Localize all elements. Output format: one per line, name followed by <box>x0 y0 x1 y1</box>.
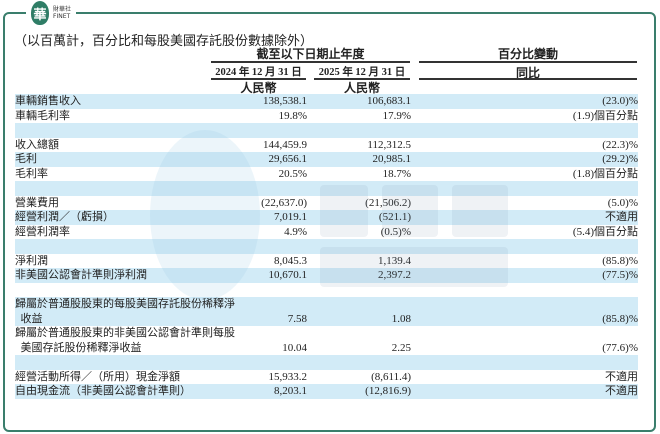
value-2024: 19.8% <box>278 109 307 122</box>
value-2025: 2,397.2 <box>378 269 411 281</box>
currency-2024: 人民幣 <box>240 81 277 95</box>
logo-mark-icon: 華 <box>31 1 49 25</box>
spacer-row <box>15 181 638 196</box>
row-label: 淨利潤 <box>15 254 48 267</box>
row-label: 歸屬於普通股股東的非美國公認會計準則每股 美國存託股份稀釋淨收益 <box>15 327 235 354</box>
logo-name: 財華社 <box>53 6 72 13</box>
divider <box>211 61 410 63</box>
row-label: 毛利率 <box>15 167 48 180</box>
yoy-change: (77.5)% <box>602 269 638 281</box>
row-label: 營業費用 <box>15 196 59 209</box>
value-2024: 8,045.3 <box>274 254 307 267</box>
yoy-change: (5.4)個百分點 <box>572 225 638 238</box>
row-label: 經營利潤／（虧損） <box>15 211 114 223</box>
yoy-change: (29.2)% <box>602 153 638 165</box>
value-2025: (0.5)% <box>380 225 411 238</box>
value-2025: 112,312.5 <box>367 138 411 151</box>
table-frame <box>3 12 656 432</box>
value-2025: (8,611.4) <box>371 370 411 383</box>
value-2024: 29,656.1 <box>268 153 308 165</box>
yoy-change: (1.9)個百分點 <box>572 109 638 122</box>
value-2025: 1,139.4 <box>378 254 411 267</box>
financial-table: 車輛銷售收入 138,538.1 106,683.1 (23.0)% 車輛毛利率 19.8… <box>15 94 638 399</box>
value-2024: 144,459.9 <box>263 138 307 151</box>
change-header: 百分比變動 <box>497 47 558 61</box>
yoy-change: 不適用 <box>605 370 638 383</box>
row-label: 車輛毛利率 <box>15 109 70 122</box>
value-2024: 8,203.1 <box>274 385 307 397</box>
table-row: 非美國公認會計準則淨利潤 10,670.1 2,397.2 (77.5)% <box>15 268 638 283</box>
yoy-change: (5.0)% <box>607 196 638 209</box>
row-label: 歸屬於普通股股東的每股美國存託股份稀釋淨 收益 <box>15 298 235 325</box>
table-row: 車輛毛利率 19.8% 17.9% (1.9)個百分點 <box>15 109 638 124</box>
row-label: 自由現金流（非美國公認會計準則） <box>15 385 191 397</box>
logo-en: FINET <box>53 13 71 20</box>
row-label: 經營活動所得／（所用）現金淨額 <box>15 370 180 383</box>
value-2025: (21,506.2) <box>365 196 411 209</box>
row-label: 收入總額 <box>15 138 59 151</box>
table-row: 毛利 29,656.1 20,985.1 (29.2)% <box>15 152 638 167</box>
value-2024: 7,019.1 <box>274 211 307 223</box>
value-2024: 138,538.1 <box>263 95 307 107</box>
row-label <box>15 181 247 196</box>
value-2025: 106,683.1 <box>367 95 411 107</box>
finet-logo: 華 財華社 FINET <box>26 0 77 26</box>
table-row: 歸屬於普通股股東的每股美國存託股份稀釋淨 收益 7.58 1.08 (85.8)% <box>15 297 638 326</box>
row-label: 毛利 <box>15 153 37 165</box>
row-label: 車輛銷售收入 <box>15 95 81 107</box>
row-label <box>15 283 247 298</box>
table-row: 淨利潤 8,045.3 1,139.4 (85.8)% <box>15 254 638 269</box>
table-row: 營業費用 (22,637.0) (21,506.2) (5.0)% <box>15 196 638 211</box>
value-2025: 17.9% <box>382 109 411 122</box>
table-row: 經營活動所得／（所用）現金淨額 15,933.2 (8,611.4) 不適用 <box>15 370 638 385</box>
value-2025: 2.25 <box>391 341 411 354</box>
spacer-row <box>15 355 638 370</box>
table-row: 車輛銷售收入 138,538.1 106,683.1 (23.0)% <box>15 94 638 109</box>
yoy-change: (85.8)% <box>602 312 638 325</box>
currency-2025: 人民幣 <box>343 81 380 95</box>
yoy-change: (22.3)% <box>602 138 638 151</box>
yoy-change: (85.8)% <box>602 254 638 267</box>
spacer-row <box>15 123 638 138</box>
col-2025-header: 2025 年 12 月 31 日 <box>318 67 406 78</box>
value-2024: 7.58 <box>287 312 307 325</box>
value-2025: 1.08 <box>391 312 411 325</box>
value-2025: 18.7% <box>382 167 411 180</box>
table-row: 收入總額 144,459.9 112,312.5 (22.3)% <box>15 138 638 153</box>
table-row: 經營利潤率 4.9% (0.5)% (5.4)個百分點 <box>15 225 638 240</box>
value-2024: 10.04 <box>282 341 307 354</box>
value-2025: (12,816.9) <box>365 385 411 397</box>
value-2025: 20,985.1 <box>372 153 412 165</box>
divider <box>314 78 410 80</box>
divider <box>211 78 306 80</box>
col-2024-header: 2024 年 12 月 31 日 <box>215 67 302 78</box>
value-2025: (521.1) <box>378 211 411 223</box>
value-2024: 10,670.1 <box>268 269 308 281</box>
value-2024: 15,933.2 <box>268 370 308 383</box>
period-header: 截至以下日期止年度 <box>256 47 365 61</box>
row-label <box>15 239 247 254</box>
yoy-change: (77.6)% <box>602 341 638 354</box>
yoy-change: 不適用 <box>605 385 638 397</box>
spacer-row <box>15 239 638 254</box>
yoy-change: (1.8)個百分點 <box>572 167 638 180</box>
divider <box>419 61 637 63</box>
table-row: 毛利率 20.5% 18.7% (1.8)個百分點 <box>15 167 638 182</box>
value-2024: (22,637.0) <box>261 196 307 209</box>
yoy-change: 不適用 <box>605 211 638 223</box>
row-label <box>15 123 247 138</box>
table-row: 經營利潤／（虧損） 7,019.1 (521.1) 不適用 <box>15 210 638 225</box>
table-row: 自由現金流（非美國公認會計準則） 8,203.1 (12,816.9) 不適用 <box>15 384 638 399</box>
units-note: （以百萬計，百分比和每股美國存託股份數據除外） <box>14 33 314 48</box>
row-label <box>15 355 247 370</box>
table-row: 歸屬於普通股股東的非美國公認會計準則每股 美國存託股份稀釋淨收益 10.04 2.2… <box>15 326 638 355</box>
value-2024: 4.9% <box>284 225 307 238</box>
yoy-change: (23.0)% <box>602 95 638 107</box>
row-label: 經營利潤率 <box>15 225 70 238</box>
yoy-header: 同比 <box>515 66 540 80</box>
spacer-row <box>15 283 638 298</box>
value-2024: 20.5% <box>278 167 307 180</box>
divider <box>419 78 637 80</box>
row-label: 非美國公認會計準則淨利潤 <box>15 269 147 281</box>
